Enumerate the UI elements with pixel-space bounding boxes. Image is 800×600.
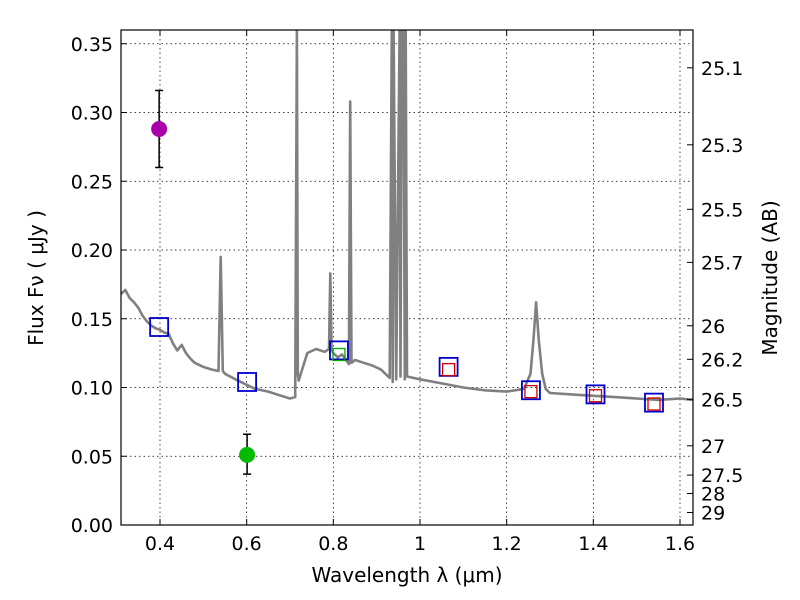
model-photometry-marker (237, 372, 258, 392)
y-tick-label: 0.15 (71, 309, 113, 331)
observed-photometry-marker (647, 397, 661, 411)
right-tick-label: 28 (701, 484, 725, 506)
y-tick-label: 0.20 (71, 240, 113, 262)
marker-layer (149, 89, 664, 475)
y-tick-label: 0.25 (71, 171, 113, 193)
x-axis-label: Wavelength λ (μm) (311, 563, 502, 587)
ticks: 0.4 0.6 0.8 1 1.2 1.4 1.6 0.00 0.05 0.10 0.15 0.20 0… (71, 30, 743, 555)
y-tick-label: 0.10 (71, 378, 113, 400)
observed-photometry-marker (524, 384, 538, 399)
right-tick-label: 29 (701, 502, 725, 524)
right-tick-label: 26 (701, 316, 725, 338)
right-tick-label: 25.3 (701, 135, 743, 157)
right-axis-label: Magnitude (AB) (758, 200, 782, 355)
y-tick-label: 0.30 (71, 103, 113, 125)
data-point (151, 121, 168, 137)
data-point (239, 446, 256, 463)
right-tick-label: 27.5 (701, 465, 743, 487)
y-tick-label: 0.35 (71, 34, 113, 56)
y-tick-label: 0.05 (71, 446, 113, 468)
right-tick-label: 27 (701, 436, 725, 458)
x-tick-label: 1.4 (578, 533, 608, 555)
model-photometry-marker (644, 392, 664, 413)
x-tick-label: 1 (414, 533, 426, 555)
x-tick-label: 0.4 (145, 533, 175, 555)
observed-photometry-marker (441, 362, 456, 377)
x-tick-label: 0.8 (318, 533, 348, 555)
observed-photometry-marker (588, 389, 603, 403)
model-photometry-marker (521, 380, 541, 401)
right-tick-label: 26.5 (701, 389, 743, 411)
x-tick-label: 1.2 (492, 533, 522, 555)
model-photometry-marker (149, 317, 170, 337)
plot-frame (120, 29, 694, 526)
x-tick-label: 1.6 (665, 533, 695, 555)
grid (121, 30, 693, 526)
right-tick-label: 25.1 (701, 58, 743, 80)
model-photometry-marker (585, 384, 606, 405)
right-tick-label: 26.2 (701, 349, 743, 371)
y-axis-label: Flux Fν ( μJy ) (24, 210, 48, 346)
observed-photometry-marker (332, 347, 346, 362)
y-tick-label: 0.00 (71, 515, 113, 537)
model-photometry-marker (329, 340, 349, 361)
x-tick-label: 0.6 (232, 533, 262, 555)
right-tick-label: 25.7 (701, 252, 743, 274)
right-tick-label: 25.5 (701, 199, 743, 221)
